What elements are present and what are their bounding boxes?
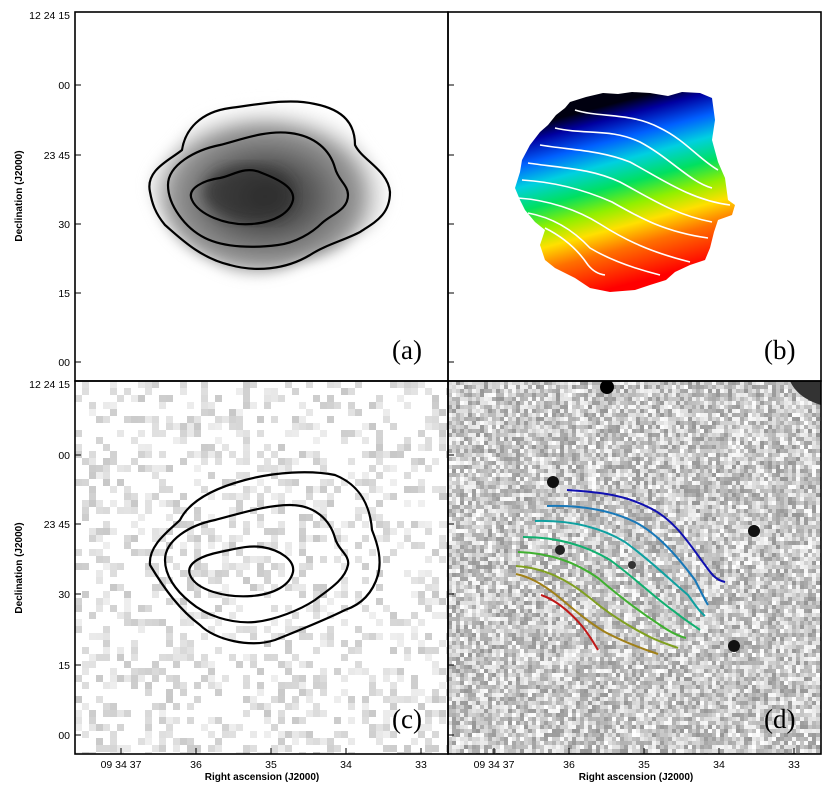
y-tick-label: 30 bbox=[58, 589, 70, 601]
x-axis-title-right: Right ascension (J2000) bbox=[579, 772, 693, 783]
y-ticks-top bbox=[75, 84, 454, 363]
y-tick-label: 12 24 15 bbox=[29, 10, 70, 22]
x-tick-label: 09 34 37 bbox=[101, 759, 142, 771]
panel-d bbox=[448, 381, 821, 754]
panel-d-noise bbox=[448, 381, 821, 754]
x-tick-label: 36 bbox=[563, 759, 575, 771]
y-tick-label: 30 bbox=[58, 219, 70, 231]
y-tick-label: 00 bbox=[58, 357, 70, 369]
panel-b-label: (b) bbox=[764, 335, 795, 365]
y-tick-label: 23 45 bbox=[44, 519, 70, 531]
y-axis-title-bottom: Declination (J2000) bbox=[14, 522, 25, 613]
panel-a bbox=[75, 12, 448, 381]
star-3 bbox=[748, 525, 760, 537]
star-4 bbox=[728, 640, 740, 652]
panel-b bbox=[448, 12, 821, 381]
panel-d-label: (d) bbox=[764, 704, 795, 734]
y-tick-label: 00 bbox=[58, 730, 70, 742]
x-axis-title-left: Right ascension (J2000) bbox=[205, 772, 319, 783]
star-6 bbox=[628, 561, 636, 569]
panel-a-label: (a) bbox=[392, 335, 422, 365]
star-2 bbox=[547, 476, 559, 488]
panel-c-label: (c) bbox=[392, 704, 422, 734]
x-tick-labels-left: 09 34 37 36 35 34 33 bbox=[101, 759, 427, 771]
x-tick-label: 35 bbox=[265, 759, 277, 771]
y-tick-label: 15 bbox=[58, 288, 70, 300]
star-1 bbox=[600, 381, 614, 394]
x-tick-label: 34 bbox=[713, 759, 725, 771]
x-tick-label: 35 bbox=[638, 759, 650, 771]
star-5 bbox=[555, 545, 565, 555]
panel-c bbox=[75, 381, 448, 754]
y-tick-label: 15 bbox=[58, 660, 70, 672]
x-tick-label: 34 bbox=[340, 759, 352, 771]
y-tick-label: 23 45 bbox=[44, 150, 70, 162]
y-tick-labels-bottom: 12 24 15 00 23 45 30 15 00 bbox=[29, 379, 70, 742]
y-tick-label: 12 24 15 bbox=[29, 379, 70, 391]
y-tick-labels-top: 12 24 15 00 23 45 30 15 00 bbox=[29, 10, 70, 369]
y-tick-label: 00 bbox=[58, 80, 70, 92]
y-axis-title-top: Declination (J2000) bbox=[14, 150, 25, 241]
panel-a-contours bbox=[148, 100, 392, 270]
x-tick-labels-right: 09 34 37 36 35 34 33 bbox=[474, 759, 800, 771]
panel-c-noise bbox=[75, 381, 448, 754]
x-tick-label: 33 bbox=[415, 759, 427, 771]
y-ticks-bottom bbox=[75, 454, 454, 736]
panel-d-frame bbox=[447, 380, 822, 755]
y-tick-label: 00 bbox=[58, 450, 70, 462]
x-tick-label: 36 bbox=[190, 759, 202, 771]
x-tick-label: 33 bbox=[788, 759, 800, 771]
x-tick-label: 09 34 37 bbox=[474, 759, 515, 771]
x-ticks bbox=[120, 748, 795, 754]
